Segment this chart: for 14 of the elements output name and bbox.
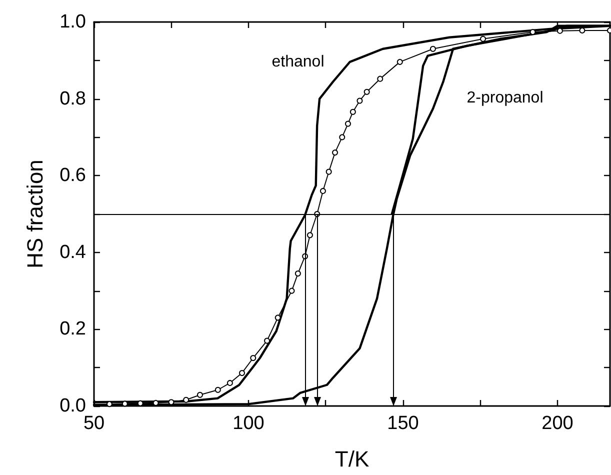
x-tick-label: 200 — [542, 413, 574, 434]
y-tick-label: 0.6 — [60, 165, 86, 186]
series-label: 2-propanol — [466, 90, 544, 106]
x-tick-label: 150 — [387, 413, 419, 434]
y-tick-label: 0.0 — [60, 396, 86, 416]
x-axis-title: T/K — [334, 446, 370, 472]
y-tick-label: 0.8 — [60, 88, 86, 110]
x-tick-label: 50 — [83, 413, 105, 434]
y-tick-label: 0.4 — [60, 242, 86, 263]
y-axis-title: HS fraction — [22, 160, 48, 268]
y-tick-label: 1.0 — [60, 12, 86, 32]
y-tick-label: 0.2 — [60, 318, 86, 340]
x-tick-label: 100 — [232, 413, 264, 434]
series-label: ethanol — [272, 54, 324, 70]
